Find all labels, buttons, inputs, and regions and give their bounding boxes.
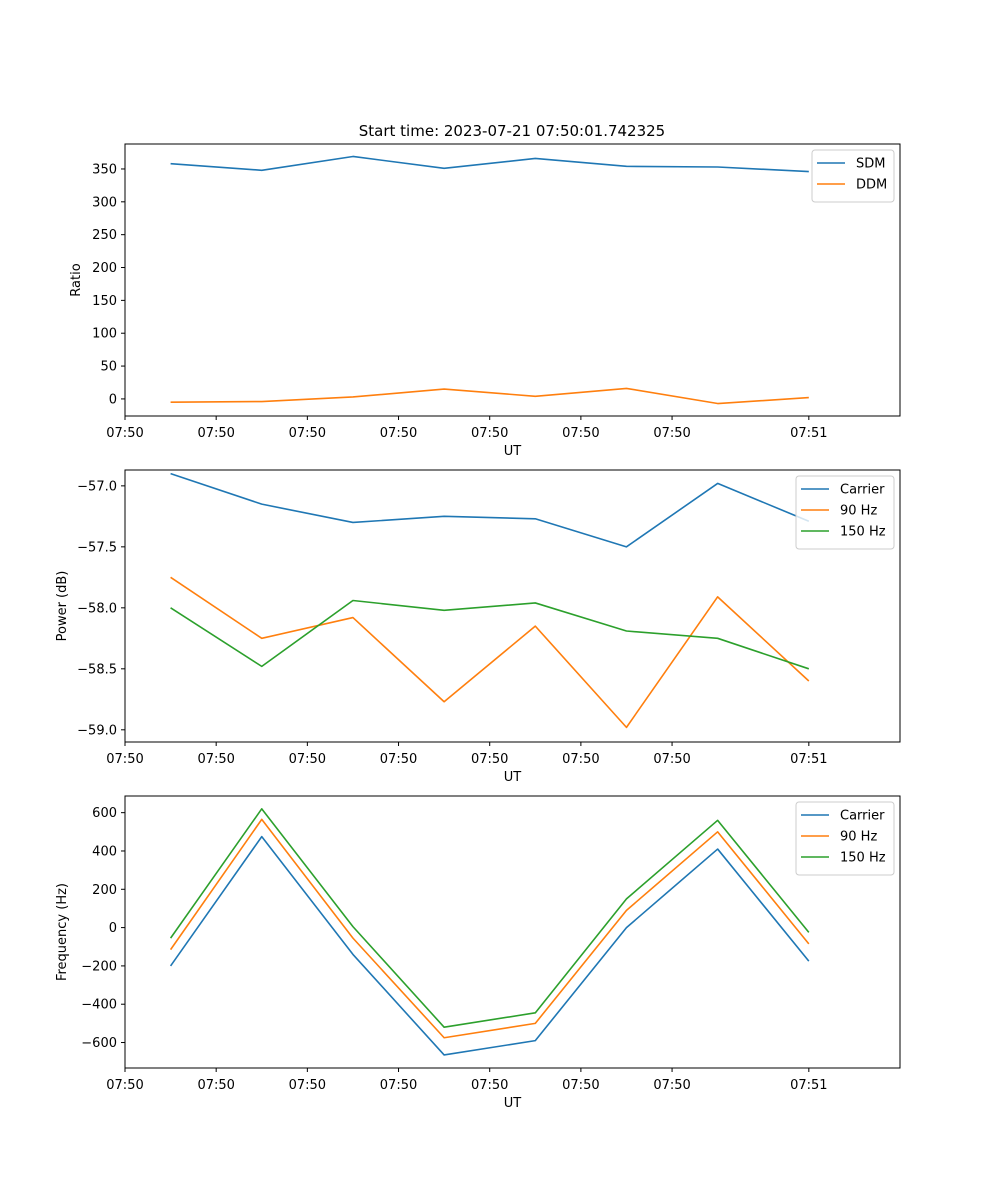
series-line-90-hz: 90 Hz [170,576,810,729]
legend-label: 90 Hz [840,504,877,519]
series-line-carrier: Carrier [170,472,810,548]
legend-label: DDM [856,178,887,193]
legend-label: Carrier [840,483,885,498]
x-axis-label: UT [504,444,522,459]
x-tick-label: 07:50 [380,1078,417,1093]
x-tick-label: 07:50 [471,1078,508,1093]
y-tick-label: 100 [92,327,117,342]
legend-label: 150 Hz [840,851,886,866]
x-tick-label: 07:50 [562,1078,599,1093]
y-tick-label: 250 [92,228,117,243]
y-tick-label: 150 [92,294,117,309]
y-axis-label: Ratio [69,263,84,296]
x-tick-label: 07:50 [471,426,508,441]
y-tick-label: 300 [92,195,117,210]
x-tick-label: 07:50 [289,426,326,441]
legend-label: 150 Hz [840,525,886,540]
x-tick-label: 07:51 [790,426,827,441]
x-axis-label: UT [504,770,522,785]
x-tick-label: 07:50 [289,1078,326,1093]
x-tick-label: 07:50 [106,752,143,767]
x-tick-label: 07:50 [653,1078,690,1093]
series-line-90-hz: 90 Hz [169,818,810,1039]
x-tick-label: 07:50 [653,752,690,767]
series-line-150-hz: 150 Hz [169,808,810,1028]
ratio-panel: SDM DDM 0 50 100 150 200 250 300 350 07:50 07:50 07:… [69,143,901,459]
y-tick-label: −600 [81,1036,117,1051]
y-axis-label: Power (dB) [55,571,70,642]
axes-frame [124,795,901,1069]
legend: SDM DDM [811,149,895,203]
figure-title: Start time: 2023-07-21 07:50:01.742325 [359,122,665,140]
y-tick-label: 400 [92,844,117,859]
x-tick-label: 07:51 [790,752,827,767]
y-tick-label: 600 [92,806,117,821]
y-tick-label: −58.0 [77,601,117,616]
x-tick-label: 07:50 [106,426,143,441]
axes-frame [124,469,901,743]
y-tick-label: 0 [109,392,117,407]
series-line-carrier: Carrier [169,835,810,1056]
x-tick-label: 07:50 [653,426,690,441]
y-tick-label: 200 [92,883,117,898]
x-tick-label: 07:50 [380,426,417,441]
legend-label: SDM [856,157,885,172]
axes-frame [124,143,901,417]
y-tick-label: 50 [100,360,117,375]
y-tick-label: −59.0 [77,723,117,738]
x-tick-label: 07:50 [106,1078,143,1093]
y-tick-label: −400 [81,998,117,1013]
x-tick-label: 07:50 [197,1078,234,1093]
y-tick-label: −57.0 [77,479,117,494]
legend: Carrier 90 Hz 150 Hz [795,475,895,550]
x-tick-label: 07:50 [197,752,234,767]
series-line-ddm: DDM [170,387,809,405]
y-tick-label: −57.5 [77,540,117,555]
y-tick-label: 350 [92,162,117,177]
x-tick-label: 07:50 [471,752,508,767]
y-tick-label: 0 [109,921,117,936]
x-tick-label: 07:50 [197,426,234,441]
series-line-150-hz: 150 Hz [170,599,810,670]
x-tick-label: 07:50 [562,426,599,441]
series-line-sdm: SDM [170,155,809,173]
y-tick-label: 200 [92,261,117,276]
y-tick-label: −58.5 [77,662,117,677]
x-axis-label: UT [504,1096,522,1111]
legend-label: Carrier [840,809,885,824]
y-tick-label: −200 [81,959,117,974]
x-tick-label: 07:50 [380,752,417,767]
legend-label: 90 Hz [840,830,877,845]
y-axis-label: Frequency (Hz) [55,883,70,981]
x-tick-label: 07:50 [562,752,599,767]
x-tick-label: 07:51 [790,1078,827,1093]
x-tick-label: 07:50 [289,752,326,767]
legend: Carrier 90 Hz 150 Hz [795,801,895,876]
